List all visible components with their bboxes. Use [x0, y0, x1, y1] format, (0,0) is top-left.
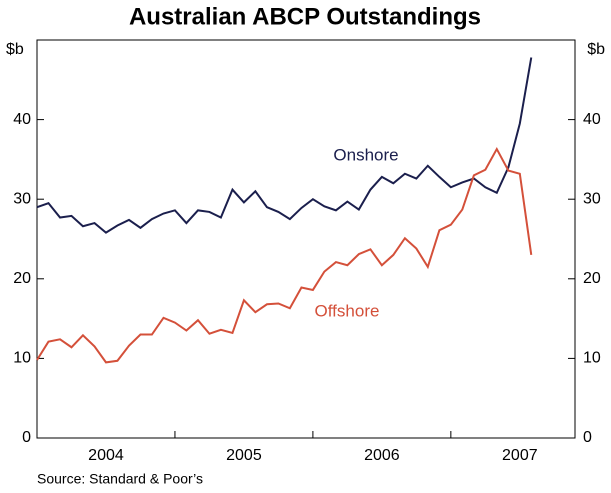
y-tick-label: 10	[13, 350, 31, 367]
y-tick-label: 20	[13, 270, 31, 287]
source-note: Source: Standard & Poor’s	[37, 471, 203, 487]
chart-title: Australian ABCP Outstandings	[129, 3, 481, 30]
series-label: Offshore	[315, 301, 380, 320]
y2-tick-label: 40	[583, 111, 601, 128]
y2-tick-label: 0	[583, 429, 592, 446]
y-tick-label: 0	[22, 429, 31, 446]
x-tick-label: 2005	[226, 447, 262, 464]
y2-tick-label: 30	[583, 190, 601, 207]
y2-tick-label: 10	[583, 350, 601, 367]
series-line	[36, 146, 533, 364]
x-tick-label: 2007	[502, 447, 538, 464]
y-tick-label: 40	[13, 111, 31, 128]
plot-frame	[36, 39, 576, 439]
y2-tick-label: 20	[583, 270, 601, 287]
x-tick-label: 2006	[364, 447, 400, 464]
series-line	[36, 57, 533, 234]
y-tick-label: 30	[13, 190, 31, 207]
series-label: Onshore	[333, 145, 398, 164]
y2-unit-label: $b	[587, 41, 605, 58]
x-tick-label: 2004	[88, 447, 124, 464]
y-unit-label: $b	[6, 41, 24, 58]
